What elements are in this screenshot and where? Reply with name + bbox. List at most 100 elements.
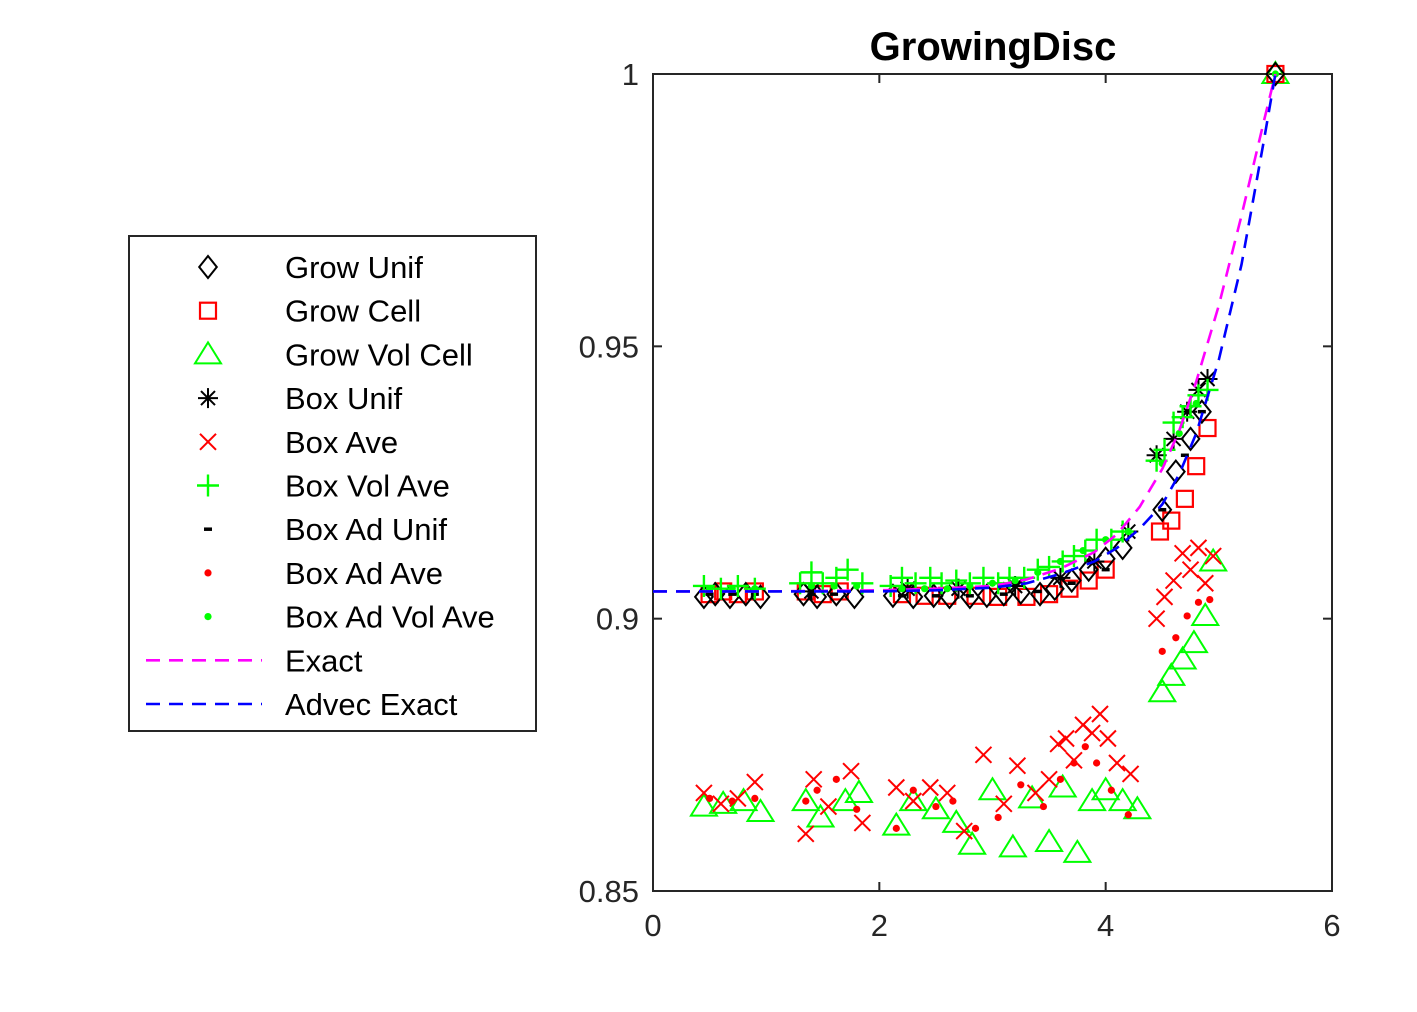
- point-box-ad-ave: [1070, 759, 1078, 767]
- series-box-ad-unif: [705, 409, 1206, 598]
- point-box-ad-vol-ave: [1056, 557, 1064, 566]
- point-grow-cell: [1175, 489, 1194, 508]
- point-box-ad-vol-ave: [830, 582, 838, 590]
- point-box-ad-ave: [971, 824, 980, 832]
- point-box-ave: [842, 762, 860, 780]
- legend-swatch: [198, 388, 218, 409]
- point-box-ave: [1057, 729, 1075, 748]
- legend-label: Box Vol Ave: [285, 469, 450, 504]
- point-grow-vol-cell: [790, 787, 821, 812]
- point-box-ave: [1189, 539, 1208, 557]
- point-box-ave: [1121, 765, 1140, 783]
- series-grow-vol-cell: [689, 60, 1291, 863]
- legend-swatch: [204, 613, 212, 621]
- series-box-ad-vol-ave: [705, 70, 1280, 593]
- point-box-ave: [853, 814, 872, 832]
- plot-area: [652, 73, 1333, 892]
- series-box-ad-ave: [705, 596, 1214, 832]
- legend-entry-box-ad-unif: Box Ad Unif: [204, 512, 447, 547]
- point-grow-cell: [1060, 579, 1079, 598]
- point-grow-unif: [1152, 497, 1173, 523]
- point-box-ave: [1008, 757, 1027, 775]
- legend-label: Grow Vol Cell: [285, 337, 473, 372]
- point-box-ad-vol-ave: [898, 585, 906, 593]
- point-box-ad-vol-ave: [921, 585, 929, 593]
- point-box-ad-ave: [802, 797, 810, 805]
- point-grow-unif: [923, 583, 944, 609]
- point-grow-vol-cell: [941, 809, 972, 833]
- point-box-ad-vol-ave: [1192, 399, 1200, 408]
- point-box-unif: [1050, 567, 1071, 588]
- point-grow-vol-cell: [689, 792, 719, 817]
- point-box-ave: [1155, 588, 1174, 606]
- x-tick-label: 4: [1097, 908, 1114, 943]
- point-box-ad-ave: [1081, 743, 1089, 751]
- point-box-ad-vol-ave: [1124, 527, 1132, 536]
- point-box-ad-ave: [1056, 775, 1064, 783]
- point-box-ad-vol-ave: [807, 582, 816, 590]
- x-tick-label: 6: [1323, 908, 1340, 943]
- point-box-ave: [819, 797, 838, 816]
- point-box-ave: [1083, 724, 1101, 742]
- point-box-ave: [797, 825, 815, 843]
- y-tick-label: 1: [622, 57, 639, 92]
- point-grow-unif: [1265, 61, 1286, 87]
- point-box-ad-ave: [813, 786, 821, 794]
- point-grow-vol-cell: [830, 787, 861, 812]
- point-box-ave: [1147, 609, 1166, 628]
- point-box-ave: [1049, 735, 1067, 753]
- axis-ticks: 0 2 4 6 0.85 0.9 0.95 1: [579, 57, 1341, 943]
- point-box-ad-ave: [1124, 811, 1132, 819]
- point-box-ave: [1164, 571, 1183, 590]
- point-box-ad-ave: [1194, 598, 1203, 606]
- point-grow-unif: [976, 583, 997, 609]
- point-box-ad-ave: [832, 775, 840, 783]
- point-grow-vol-cell: [1107, 787, 1138, 812]
- point-box-ad-vol-ave: [966, 582, 974, 590]
- point-box-ave: [955, 822, 973, 840]
- point-grow-vol-cell: [1122, 795, 1153, 820]
- point-grow-vol-cell: [1167, 645, 1198, 670]
- legend-entry-grow-vol-cell: Grow Vol Cell: [193, 337, 473, 372]
- legend-entry-advec-exact: Advec Exact: [146, 687, 458, 722]
- point-box-ave: [1173, 544, 1192, 563]
- x-tick-label: 2: [871, 908, 888, 943]
- legend: Grow Unif Grow Cell Grow Vol Cell Box Unif B…: [146, 250, 495, 722]
- point-grow-vol-cell: [1147, 678, 1178, 703]
- point-box-ad-ave: [1039, 802, 1048, 811]
- point-box-ad-vol-ave: [1079, 546, 1087, 555]
- legend-label: Box Ave: [285, 425, 398, 460]
- point-box-ave: [1196, 574, 1214, 592]
- y-tick-label: 0.9: [596, 602, 639, 637]
- point-grow-vol-cell: [898, 787, 929, 812]
- point-box-ad-ave: [994, 813, 1002, 822]
- point-box-ave: [1204, 547, 1222, 565]
- point-box-vol-ave: [919, 566, 942, 589]
- point-box-ad-vol-ave: [1011, 576, 1019, 585]
- point-grow-vol-cell: [1179, 629, 1209, 654]
- legend-swatch: [197, 254, 219, 280]
- point-box-ave: [995, 795, 1013, 813]
- point-grow-vol-cell: [844, 779, 874, 803]
- legend-label: Box Unif: [285, 381, 403, 416]
- point-box-ad-ave: [853, 805, 861, 813]
- point-box-ad-ave: [909, 786, 917, 794]
- point-grow-vol-cell: [881, 811, 912, 836]
- y-tick-label: 0.95: [579, 329, 639, 364]
- legend-label: Box Ad Ave: [285, 556, 443, 591]
- point-box-ave: [974, 746, 993, 764]
- point-box-ave: [746, 773, 764, 791]
- point-box-ad-ave: [892, 824, 900, 832]
- point-box-ave: [804, 770, 823, 789]
- legend-entry-box-ave: Box Ave: [199, 425, 398, 460]
- legend-swatch: [193, 340, 223, 365]
- legend-swatch: [198, 301, 218, 320]
- legend-entry-grow-cell: Grow Cell: [198, 294, 421, 329]
- legend-entry-grow-unif: Grow Unif: [197, 250, 423, 285]
- series-box-vol-ave: [692, 378, 1219, 600]
- series-box-ave: [695, 539, 1222, 843]
- point-box-ad-ave: [949, 797, 957, 805]
- plot-content: [653, 60, 1291, 863]
- point-box-vol-ave: [879, 574, 902, 597]
